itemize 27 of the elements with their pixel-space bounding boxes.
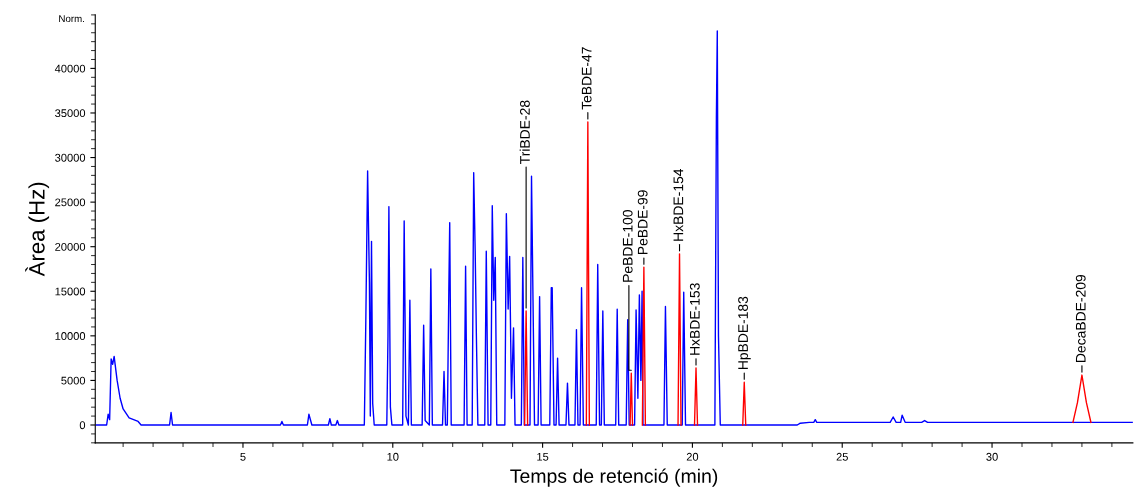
line-series: [95, 30, 1133, 426]
annotation: PeBDE-100: [622, 210, 633, 282]
y-tick-label: 0: [79, 421, 86, 430]
annotation: HpBDE-183: [738, 296, 751, 370]
x-tick-label: 20: [686, 452, 699, 461]
x-tick-label: 5: [240, 452, 246, 461]
annotation: TeBDE-47: [581, 47, 592, 110]
y-tick-label: 25000: [55, 198, 86, 207]
annotation: DecaBDE-209: [1075, 274, 1086, 362]
text: Norm.: [59, 15, 84, 23]
y-tick-label: 20000: [55, 242, 86, 251]
y-tick-label: 40000: [54, 64, 86, 73]
y-tick-label: 35000: [55, 109, 86, 118]
y-tick-label: 15000: [55, 287, 86, 296]
annotation: TriBDE-28: [519, 100, 530, 164]
x-tick-label: 10: [387, 452, 399, 461]
x-tick-label: 25: [836, 452, 848, 461]
annotation: PeBDE-99: [637, 190, 648, 255]
x-tick-label: 15: [537, 452, 549, 461]
y-tick-label: 10000: [55, 332, 86, 340]
x-axis-title: Temps de retenció (min): [510, 468, 718, 487]
y-tick-label: 5000: [61, 376, 86, 385]
y-axis-title: Àrea (Hz): [25, 182, 50, 277]
y-tick-label: 30000: [55, 153, 86, 162]
annotation: HxBDE-154: [673, 168, 684, 241]
annotation: HxBDE-153: [689, 283, 700, 355]
x-tick-label: 30: [986, 452, 998, 461]
